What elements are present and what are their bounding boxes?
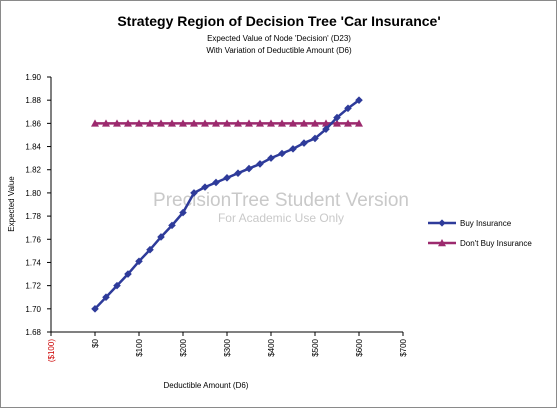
data-point-triangle [146,119,154,127]
y-tick-label: 1.80 [25,189,41,198]
data-point-diamond [267,154,275,162]
y-tick-label: 1.72 [25,282,41,291]
data-point-diamond [344,104,352,113]
legend-marker-triangle [438,239,446,247]
data-point-triangle [102,119,110,127]
x-tick-label: $0 [91,338,100,347]
y-tick-label: 1.86 [25,119,41,128]
data-point-diamond [146,245,154,254]
data-point-diamond [135,257,143,266]
y-tick-label: 1.90 [25,73,41,82]
data-point-triangle [256,119,264,127]
y-tick-label: 1.74 [25,258,41,267]
data-point-triangle [212,119,220,127]
data-point-triangle [124,119,132,127]
data-point-diamond [355,96,363,104]
data-point-triangle [135,119,143,127]
data-point-diamond [234,169,242,178]
x-tick-label: $200 [179,338,188,356]
data-point-triangle [344,119,352,127]
data-point-diamond [168,221,176,230]
data-point-diamond [102,293,110,302]
x-tick-label: $300 [223,338,232,356]
chart-subtitle-line-2: With Variation of Deductible Amount (D6) [206,46,352,55]
y-tick-label: 1.84 [25,143,41,152]
data-point-diamond [190,189,198,197]
data-point-triangle [91,119,99,127]
data-point-diamond [322,125,330,133]
x-tick-label: $100 [135,338,144,356]
y-tick-label: 1.76 [25,235,41,244]
y-tick-label: 1.82 [25,166,41,175]
watermark-line-2: For Academic Use Only [218,211,344,225]
data-point-diamond [124,270,132,278]
legend-label: Don't Buy Insurance [460,239,532,248]
y-tick-label: 1.68 [25,328,41,337]
data-point-diamond [300,139,308,147]
data-point-diamond [333,113,341,122]
data-point-triangle [311,119,319,127]
data-point-triangle [267,119,275,127]
data-point-triangle [179,119,187,127]
y-tick-label: 1.70 [25,305,41,314]
data-point-triangle [300,119,308,127]
axes: 1.68 1.70 1.72 1.74 1.76 1.78 1.80 1.82 1.84 1.86… [25,73,408,362]
data-point-triangle [322,119,330,127]
watermark-line-1: PrecisionTree Student Version [153,190,409,211]
data-point-triangle [201,119,209,127]
data-point-diamond [201,183,209,191]
data-point-diamond [311,134,319,143]
data-point-triangle [223,119,231,127]
chart-title: Strategy Region of Decision Tree 'Car In… [117,13,440,29]
legend-label: Buy Insurance [460,219,512,228]
x-tick-label: ($100) [47,339,56,362]
data-point-triangle [245,119,253,127]
data-point-triangle [278,119,286,127]
data-point-triangle [190,119,198,127]
data-point-diamond [179,208,187,217]
data-point-diamond [256,160,264,168]
data-point-diamond [245,164,253,173]
legend: Buy Insurance Don't Buy Insurance [428,219,532,248]
data-point-triangle [333,119,341,127]
chart-subtitle-line-1: Expected Value of Node 'Decision' (D23) [207,34,351,43]
y-axis-label: Expected Value [7,176,16,232]
series-layer [91,96,363,313]
data-point-triangle [355,119,363,127]
data-point-triangle [234,119,242,127]
x-axis-label: Deductible Amount (D6) [164,381,249,390]
data-point-triangle [289,119,297,127]
data-point-diamond [157,233,165,241]
x-tick-label: $400 [267,338,276,356]
data-point-diamond [278,149,286,158]
x-tick-label: $700 [399,338,408,356]
data-point-diamond [91,305,99,313]
data-point-diamond [212,178,220,187]
x-tick-label: $600 [355,338,364,356]
data-point-triangle [168,119,176,127]
y-tick-label: 1.78 [25,212,41,221]
data-point-diamond [113,281,121,290]
data-point-triangle [157,119,165,127]
y-tick-label: 1.88 [25,96,41,105]
data-point-diamond [289,145,297,153]
legend-marker-diamond [438,219,446,227]
data-point-triangle [113,119,121,127]
data-point-diamond [223,174,231,182]
x-tick-label: $500 [311,338,320,356]
